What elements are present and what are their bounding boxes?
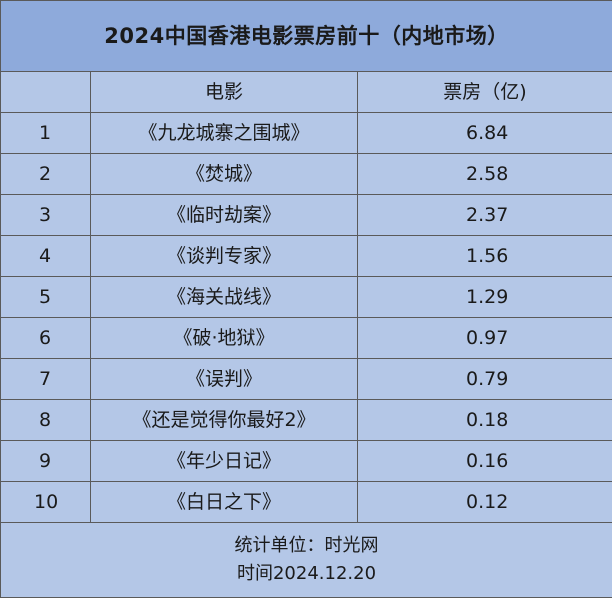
rank-cell: 8 — [0, 399, 91, 441]
title-row: 2024中国香港电影票房前十（内地市场） — [0, 0, 612, 72]
box-office-cell: 0.16 — [356, 440, 612, 482]
date-note: 时间2024.12.20 — [236, 563, 377, 584]
footer-row: 统计单位：时光网 时间2024.12.20 — [0, 522, 612, 598]
rank-cell: 4 — [0, 235, 91, 277]
movie-cell: 《谈判专家》 — [90, 235, 358, 277]
rank-cell: 2 — [0, 153, 91, 195]
movie-cell: 《白日之下》 — [90, 481, 358, 523]
table-row: 6 《破·地狱》 0.97 — [0, 317, 612, 359]
header-row: 电影 票房（亿) — [0, 71, 612, 113]
movie-cell: 《误判》 — [90, 358, 358, 400]
table-row: 10 《白日之下》 0.12 — [0, 481, 612, 523]
box-office-cell: 1.56 — [356, 235, 612, 277]
table-row: 5 《海关战线》 1.29 — [0, 276, 612, 318]
table-row: 4 《谈判专家》 1.56 — [0, 235, 612, 277]
table-row: 8 《还是觉得你最好2》 0.18 — [0, 399, 612, 441]
header-box-office: 票房（亿) — [356, 71, 612, 113]
rank-cell: 5 — [0, 276, 91, 318]
movie-cell: 《年少日记》 — [90, 440, 358, 482]
movie-cell: 《海关战线》 — [90, 276, 358, 318]
box-office-cell: 0.79 — [356, 358, 612, 400]
table-row: 3 《临时劫案》 2.37 — [0, 194, 612, 236]
rank-cell: 6 — [0, 317, 91, 359]
movie-cell: 《九龙城寨之围城》 — [90, 112, 358, 154]
box-office-cell: 0.18 — [356, 399, 612, 441]
box-office-cell: 1.29 — [356, 276, 612, 318]
rank-cell: 9 — [0, 440, 91, 482]
footer: 统计单位：时光网 时间2024.12.20 — [0, 522, 612, 598]
box-office-cell: 2.37 — [356, 194, 612, 236]
header-movie: 电影 — [90, 71, 358, 113]
table-row: 7 《误判》 0.79 — [0, 358, 612, 400]
source-note: 统计单位：时光网 — [234, 535, 379, 556]
table-row: 9 《年少日记》 0.16 — [0, 440, 612, 482]
table-row: 2 《焚城》 2.58 — [0, 153, 612, 195]
rank-cell: 7 — [0, 358, 91, 400]
table-row: 1 《九龙城寨之围城》 6.84 — [0, 112, 612, 154]
table-title: 2024中国香港电影票房前十（内地市场） — [0, 0, 612, 72]
movie-cell: 《临时劫案》 — [90, 194, 358, 236]
rank-cell: 3 — [0, 194, 91, 236]
box-office-cell: 0.12 — [356, 481, 612, 523]
box-office-cell: 6.84 — [356, 112, 612, 154]
rank-cell: 10 — [0, 481, 91, 523]
rank-cell: 1 — [0, 112, 91, 154]
movie-cell: 《破·地狱》 — [90, 317, 358, 359]
header-rank — [0, 71, 91, 113]
movie-cell: 《焚城》 — [90, 153, 358, 195]
box-office-cell: 2.58 — [356, 153, 612, 195]
box-office-cell: 0.97 — [356, 317, 612, 359]
movie-cell: 《还是觉得你最好2》 — [90, 399, 358, 441]
